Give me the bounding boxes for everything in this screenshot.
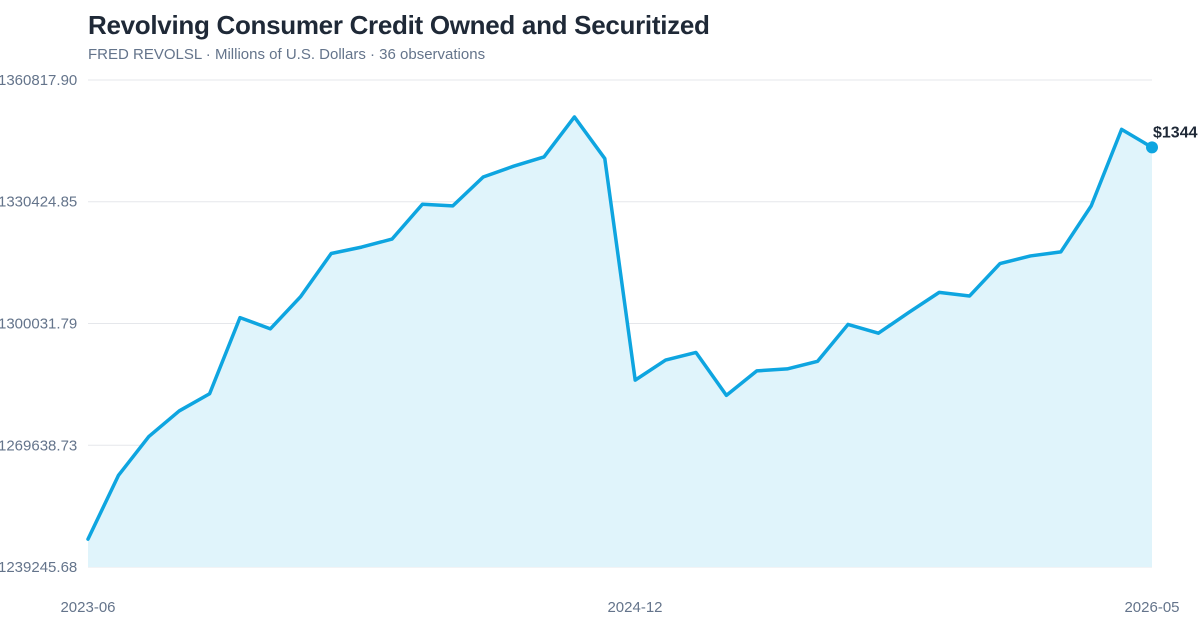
series-line — [86, 115, 1154, 541]
x-tick-label: 2026-05 — [1124, 599, 1179, 616]
y-tick-label: 1269638.73 — [0, 437, 77, 454]
x-tick-label: 2023-06 — [60, 599, 115, 616]
series-area — [88, 116, 1152, 568]
chart-subtitle: FRED REVOLSL · Millions of U.S. Dollars … — [88, 46, 486, 63]
last-value-marker — [1146, 141, 1158, 154]
x-tick-label: 2024-12 — [607, 599, 662, 616]
chart-title: Revolving Consumer Credit Owned and Secu… — [88, 10, 710, 40]
y-tick-label: 1360817.90 — [0, 72, 77, 89]
y-tick-label: 1330424.85 — [0, 194, 77, 211]
y-tick-label: 1300031.79 — [0, 316, 77, 333]
y-tick-label: 1239245.68 — [0, 559, 77, 576]
last-value-label: $1344 — [1153, 124, 1198, 141]
